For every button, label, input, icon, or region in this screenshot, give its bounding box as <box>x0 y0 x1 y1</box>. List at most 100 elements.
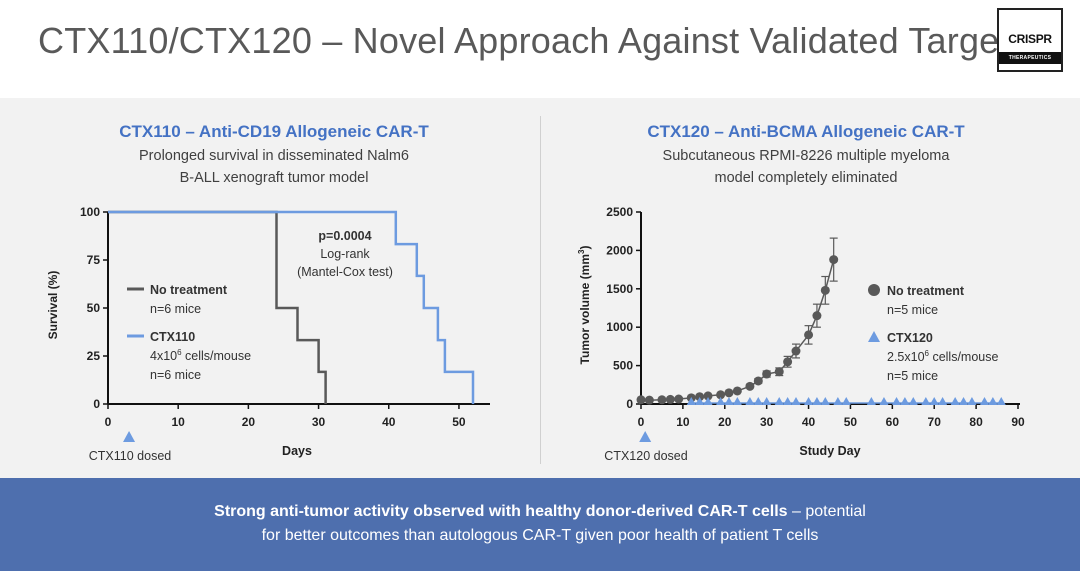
pvalue-annotation-line-1: p=0.0004 <box>318 229 371 243</box>
legend-no-treatment-marker <box>868 284 880 296</box>
legend-ctx120-marker <box>868 331 880 342</box>
ctx120-data-point <box>745 397 755 405</box>
legend-no-treatment-note: n=6 mice <box>150 302 201 316</box>
left-panel-subtitle: Prolonged survival in disseminated Nalm6… <box>14 145 534 189</box>
ctx110-dose-marker <box>123 431 136 442</box>
ctx120-data-point <box>716 397 726 405</box>
ctx120-data-point <box>996 397 1006 405</box>
left-x-axis-label: Days <box>282 444 312 458</box>
legend-no-treatment-label: No treatment <box>150 283 228 297</box>
left-y-tick-label: 50 <box>87 301 101 315</box>
right-y-tick-label: 2000 <box>606 243 633 257</box>
no-treatment-data-point <box>753 376 763 386</box>
right-y-tick-label: 1000 <box>606 320 633 334</box>
right-subtitle-line-1: Subcutaneous RPMI-8226 multiple myeloma <box>662 148 950 164</box>
ctx120-data-point <box>866 397 876 405</box>
right-subtitle-line-2: model completely eliminated <box>714 170 898 186</box>
no-treatment-survival-curve <box>108 210 327 404</box>
ctx120-data-point <box>950 397 960 405</box>
banner-line-2: for better outcomes than autologous CAR-… <box>261 527 819 544</box>
legend-no-treatment-note-right: n=5 mice <box>887 303 938 317</box>
ctx120-data-point <box>879 397 889 405</box>
right-x-tick-label: 0 <box>638 415 645 429</box>
right-y-axis-label: Tumor volume (mm3) <box>577 246 592 365</box>
crispr-logo: CRISPR THERAPEUTICS <box>997 8 1063 72</box>
ctx120-data-point <box>833 397 843 405</box>
left-x-tick-label: 20 <box>242 415 256 429</box>
no-treatment-data-point <box>657 395 667 405</box>
left-x-tick-label: 10 <box>172 415 186 429</box>
ctx120-data-point <box>967 397 977 405</box>
right-x-tick-label: 80 <box>969 415 983 429</box>
ctx120-data-point <box>900 397 910 405</box>
left-x-tick-label: 50 <box>452 415 466 429</box>
pvalue-annotation-line-3: (Mantel-Cox test) <box>297 265 393 279</box>
no-treatment-data-point <box>703 391 713 401</box>
legend-ctx120-note-1: 2.5x106 cells/mouse <box>887 349 999 364</box>
legend-ctx110-note-1: 4x106 cells/mouse <box>150 348 251 363</box>
right-x-tick-label: 20 <box>718 415 732 429</box>
ctx120-data-point <box>774 397 784 405</box>
right-panel-title: CTX120 – Anti-BCMA Allogeneic CAR-T <box>647 122 965 141</box>
ctx120-data-point <box>812 397 822 405</box>
ctx120-dose-marker <box>639 431 652 442</box>
no-treatment-data-point <box>829 255 839 265</box>
ctx110-survival-curve <box>108 210 475 404</box>
legend-ctx110-note-2: n=6 mice <box>150 368 201 382</box>
left-y-tick-label: 75 <box>87 253 101 267</box>
left-y-tick-label: 0 <box>93 397 100 411</box>
banner-bold-text: Strong anti-tumor activity observed with… <box>214 503 788 520</box>
banner-rest-text: – potential <box>787 503 866 520</box>
right-y-axis-label-sup: 3 <box>577 249 586 254</box>
ctx120-dose-label: CTX120 dosed <box>604 449 687 463</box>
right-panel-subtitle: Subcutaneous RPMI-8226 multiple myeloma … <box>546 145 1066 189</box>
no-treatment-data-point <box>745 381 755 391</box>
no-treatment-data-point <box>774 367 784 377</box>
panel-divider <box>540 116 541 464</box>
left-y-tick-label: 100 <box>80 205 100 219</box>
ctx120-data-point <box>921 397 931 405</box>
right-x-tick-label: 30 <box>760 415 774 429</box>
left-subtitle-line-2: B-ALL xenograft tumor model <box>179 170 369 186</box>
no-treatment-data-point <box>732 386 742 396</box>
legend-ctx110-label: CTX110 <box>150 330 195 344</box>
ctx120-data-point <box>979 397 989 405</box>
legend-ctx120-note-1-rest: cells/mouse <box>929 350 999 364</box>
ctx120-data-point <box>695 397 705 405</box>
banner-line-1: Strong anti-tumor activity observed with… <box>0 500 1080 524</box>
no-treatment-growth-line <box>640 259 835 401</box>
no-treatment-data-point <box>820 285 830 295</box>
ctx120-data-point <box>732 397 742 405</box>
logo-tagline: THERAPEUTICS <box>999 52 1061 64</box>
left-x-tick-label: 40 <box>382 415 396 429</box>
no-treatment-data-point <box>695 392 705 402</box>
no-treatment-data-point <box>791 346 801 356</box>
pvalue-annotation-line-2: Log-rank <box>320 247 370 261</box>
right-x-tick-label: 60 <box>886 415 900 429</box>
right-x-tick-label: 70 <box>928 415 942 429</box>
no-treatment-data-point <box>762 369 772 379</box>
no-treatment-data-point <box>783 357 793 367</box>
no-treatment-data-point <box>804 330 814 340</box>
no-treatment-data-point <box>812 311 822 321</box>
ctx110-dose-label: CTX110 dosed <box>89 449 172 463</box>
no-treatment-data-point <box>665 394 675 404</box>
left-x-tick-label: 30 <box>312 415 326 429</box>
legend-ctx120-note-1-exp: 6 <box>925 349 930 358</box>
ctx120-data-point <box>988 397 998 405</box>
legend-ctx110-note-1-rest: cells/mouse <box>182 349 252 363</box>
legend-ctx120-note-1-base: 2.5x10 <box>887 350 925 364</box>
logo-word: CRISPR <box>1008 32 1052 46</box>
no-treatment-data-point <box>716 390 726 400</box>
left-x-tick-label: 0 <box>105 415 112 429</box>
no-treatment-data-point <box>724 388 734 398</box>
ctx120-data-point <box>686 397 696 405</box>
right-x-tick-label: 40 <box>802 415 816 429</box>
legend-ctx120-label: CTX120 <box>887 331 933 345</box>
left-subtitle-line-1: Prolonged survival in disseminated Nalm6 <box>139 148 409 164</box>
slide-title: CTX110/CTX120 – Novel Approach Against V… <box>38 20 1028 61</box>
ctx120-data-point <box>892 397 902 405</box>
left-series-group <box>108 210 475 404</box>
